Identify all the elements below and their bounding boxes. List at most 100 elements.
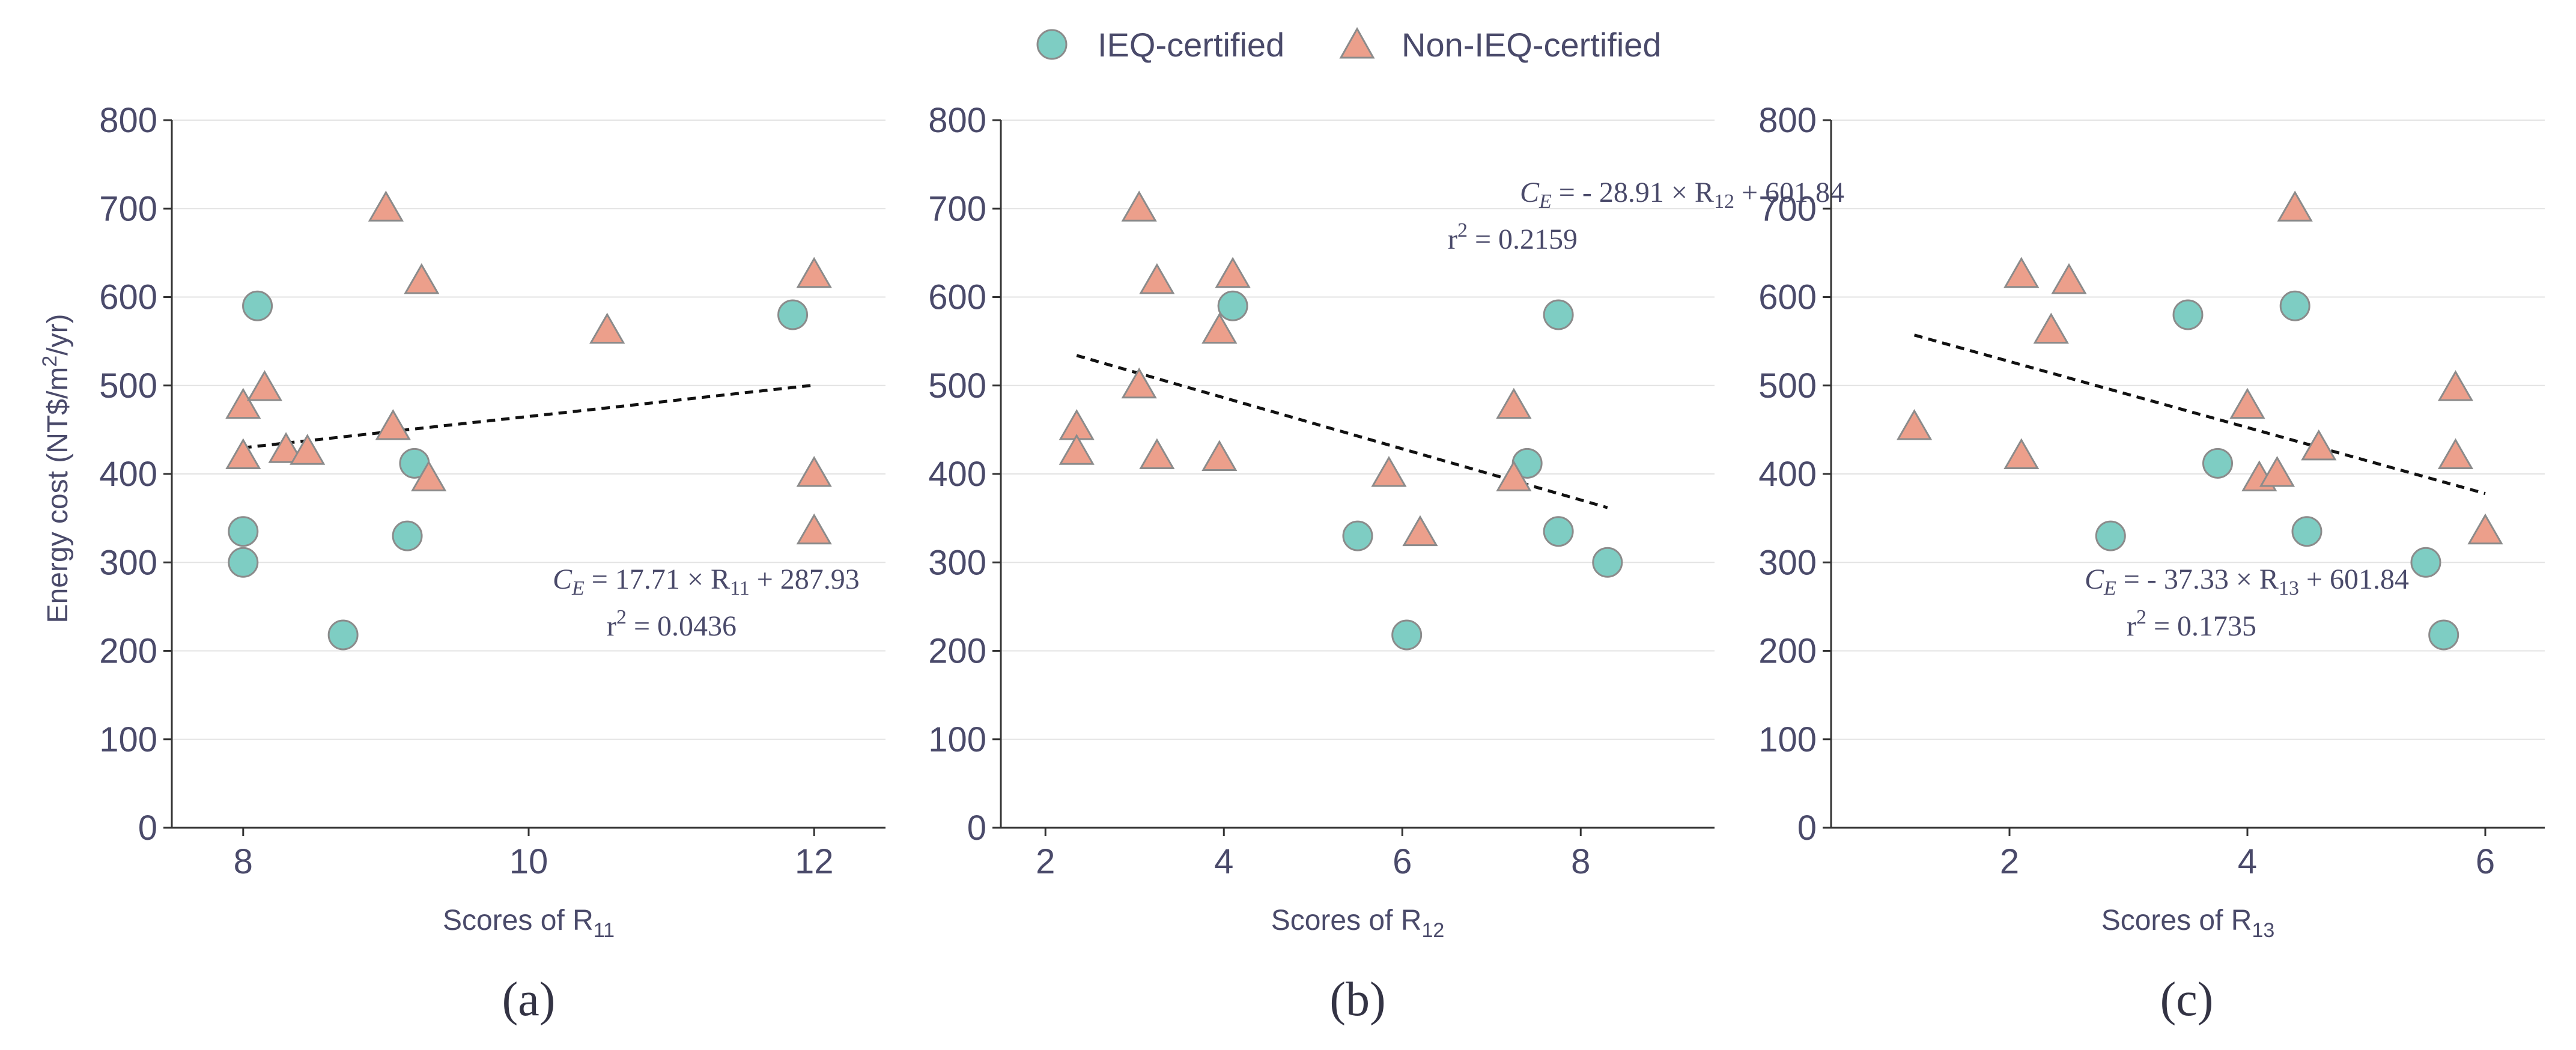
panel-a-y-tick-label-0: 0 <box>138 809 157 848</box>
panel-b-y-tick-label-1: 100 <box>928 720 986 759</box>
panel-b-non-ieq-point-9 <box>1371 455 1407 487</box>
panel-b-equation-lhs: C <box>1520 177 1540 208</box>
panel-b-label: (b) <box>1329 973 1385 1026</box>
panel-a-y-tick-label-2: 200 <box>99 632 157 671</box>
panel-b-x-tick-label-1: 4 <box>1214 842 1233 881</box>
y-axis-title: Energy cost (NT$/m2/yr) <box>38 314 74 623</box>
panel-b-equation-var-sub: 12 <box>1714 190 1734 213</box>
panel-a-non-ieq-point-2 <box>246 370 283 401</box>
panel-c-non-ieq-point-8 <box>2277 190 2313 222</box>
legend-ieq-label: IEQ-certified <box>1098 26 1284 64</box>
panel-c-equation-lhs-sub: E <box>2103 577 2116 599</box>
panel-c-ieq-point-1 <box>2172 299 2204 330</box>
panel-c-non-ieq-point-1 <box>2003 256 2040 288</box>
panel-c-r-squared-prefix: r <box>2127 610 2136 642</box>
panel-c-non-ieq-point-11 <box>2437 438 2474 470</box>
panel-a-equation-lhs: C <box>553 563 573 595</box>
panel-a-x-tick-label-0: 8 <box>234 842 253 881</box>
panel-c-non-ieq-point-10 <box>2437 370 2474 401</box>
panel-c-y-tick-label-3: 300 <box>1758 543 1817 582</box>
panel-c-x-tick-label-1: 4 <box>2238 842 2257 881</box>
panel-a-equation-tail: + 287.93 <box>750 563 860 595</box>
panel-a-equation-eq: = <box>585 563 615 595</box>
panel-b-x-tick-label-3: 8 <box>1571 842 1590 881</box>
panel-b-non-ieq-point-5 <box>1139 438 1175 470</box>
panel-a-non-ieq-point-3 <box>268 432 304 463</box>
panel-b-x-tick-label-2: 6 <box>1393 842 1412 881</box>
panel-a-non-ieq-point-10 <box>796 256 832 288</box>
panel-c-ieq-point-3 <box>2279 290 2310 321</box>
panel-a-non-ieq-point-4 <box>290 434 326 465</box>
panel-b-ieq-point-6 <box>1592 547 1623 578</box>
panel-a: 0 100 200 300 400 500 600 700 800 8 10 12 Scores of … <box>99 101 886 1026</box>
panel-c-non-ieq-point-5 <box>2229 387 2265 419</box>
panel-a-ieq-point-3 <box>327 619 359 651</box>
panel-b-y-tick-label-4: 400 <box>928 455 986 494</box>
panel-a-non-ieq-point-12 <box>796 513 832 545</box>
panel-a-ieq-point-4 <box>392 520 423 551</box>
panel-a-label: (a) <box>502 973 556 1026</box>
panel-c-non-ieq-point-7 <box>2259 455 2295 487</box>
panel-c-equation-eq: = <box>2116 563 2147 595</box>
panel-b-ieq-point-5 <box>1543 516 1574 547</box>
panel-c-x-axis-title-sub: 13 <box>2252 919 2274 942</box>
panel-a-trendline <box>243 383 815 449</box>
panel-c-equation-lhs: C <box>2085 563 2104 595</box>
panel-a-r-squared-prefix: r <box>607 610 616 642</box>
panel-c-ieq-point-5 <box>2410 547 2441 578</box>
panel-c-non-ieq-point-4 <box>2051 262 2087 294</box>
panel-a-x-axis-title-main: Scores of R <box>443 905 594 936</box>
panel-b-ieq-point-4 <box>1543 299 1574 330</box>
panel-c-y-tick-label-7: 700 <box>1758 189 1817 228</box>
panel-a-non-ieq-point-1 <box>225 438 261 470</box>
panel-c-label: (c) <box>2160 973 2214 1026</box>
legend-ieq-marker <box>1036 29 1068 60</box>
panel-c-y-tick-label-0: 0 <box>1797 809 1817 848</box>
panel-c-x-tick-label-2: 6 <box>2476 842 2495 881</box>
panel-a-x-axis-title-sub: 11 <box>594 919 615 942</box>
panel-b-ieq-point-0 <box>1217 290 1248 321</box>
y-axis-title-end: /yr) <box>42 314 74 355</box>
panel-a-non-ieq-point-9 <box>589 312 625 344</box>
panel-b-equation-lhs-sub: E <box>1539 190 1552 213</box>
panel-a-non-ieq-point-8 <box>411 460 447 491</box>
panel-c-x-tick-label-0: 2 <box>2000 842 2019 881</box>
panel-b-y-tick-label-0: 0 <box>967 809 986 848</box>
panel-b-r-squared: r2 = 0.2159 <box>1448 219 1578 255</box>
panel-c-ieq-point-0 <box>2095 520 2126 551</box>
panel-b-non-ieq-point-2 <box>1121 190 1157 222</box>
y-axis-title-sup: 2 <box>38 356 61 367</box>
panel-a-y-tick-label-1: 100 <box>99 720 157 759</box>
panel-b-equation-sign: - <box>1582 177 1599 208</box>
panel-b-r-squared-value: = 0.2159 <box>1468 223 1578 255</box>
panel-a-y-tick-label-7: 700 <box>99 189 157 228</box>
panel-c-y-tick-label-6: 600 <box>1758 278 1817 317</box>
panel-a-y-tick-label-6: 600 <box>99 278 157 317</box>
panel-b-x-axis-title-main: Scores of R <box>1271 905 1422 936</box>
panel-b-non-ieq-point-4 <box>1139 262 1175 294</box>
panel-b-y-tick-label-3: 300 <box>928 543 986 582</box>
legend-non-ieq-label: Non-IEQ-certified <box>1402 26 1662 64</box>
panel-a-non-ieq-point-7 <box>404 262 440 294</box>
panel-c-non-ieq-point-12 <box>2467 513 2503 545</box>
panel-b-equation-coef: 28.91 × R <box>1599 177 1714 208</box>
panel-b: 0 100 200 300 400 500 600 700 800 2 4 6 8 Scores of R… <box>928 101 1844 1026</box>
panel-a-ieq-point-6 <box>777 299 809 330</box>
panel-c-non-ieq-point-3 <box>2033 312 2069 344</box>
panel-a-equation-var-sub: 11 <box>730 577 750 599</box>
panel-a-y-tick-label-8: 800 <box>99 101 157 140</box>
y-axis-title-main: Energy cost (NT$/m <box>42 367 74 624</box>
panel-b-non-ieq-point-1 <box>1059 434 1095 465</box>
panel-a-non-ieq-point-11 <box>796 455 832 487</box>
panel-b-x-axis-title-sub: 12 <box>1421 919 1444 942</box>
panel-b-ieq-point-1 <box>1342 520 1373 551</box>
panel-c-non-ieq-point-9 <box>2301 429 2337 461</box>
panel-c-y-tick-label-4: 400 <box>1758 455 1817 494</box>
panel-b-y-tick-label-6: 600 <box>928 278 986 317</box>
panel-c-x-axis-title: Scores of R13 <box>2101 905 2275 942</box>
panel-b-x-axis-title: Scores of R12 <box>1271 905 1445 942</box>
panel-a-equation-lhs-sub: E <box>571 577 585 599</box>
panel-c-equation-coef: 37.33 × R <box>2164 563 2279 595</box>
panel-a-equation-coef: 17.71 × R <box>615 563 730 595</box>
